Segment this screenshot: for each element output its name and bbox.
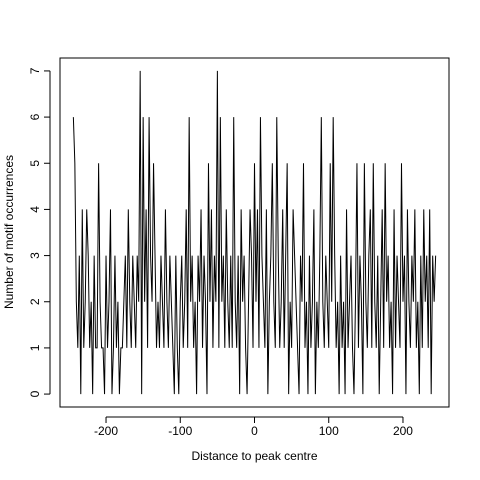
x-tick-label: -200 [94,424,118,438]
x-tick-label: 0 [251,424,258,438]
y-axis-label: Number of motif occurrences [2,155,16,309]
x-axis-label: Distance to peak centre [191,449,317,463]
y-tick-label: 1 [28,344,42,351]
plot-box [59,57,450,408]
y-tick-label: 2 [28,298,42,305]
y-tick-label: 4 [28,206,42,213]
y-tick-label: 7 [28,67,42,74]
x-tick-label: -100 [168,424,192,438]
y-tick-label: 3 [28,252,42,259]
data-line [72,70,437,395]
y-tick-label: 5 [28,160,42,167]
x-tick-label: 200 [393,424,413,438]
y-tick-label: 0 [28,390,42,397]
x-tick-label: 100 [319,424,339,438]
y-tick-label: 6 [28,113,42,120]
